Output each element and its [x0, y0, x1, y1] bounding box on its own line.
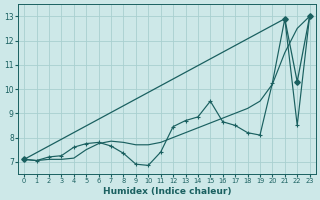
X-axis label: Humidex (Indice chaleur): Humidex (Indice chaleur)	[103, 187, 231, 196]
